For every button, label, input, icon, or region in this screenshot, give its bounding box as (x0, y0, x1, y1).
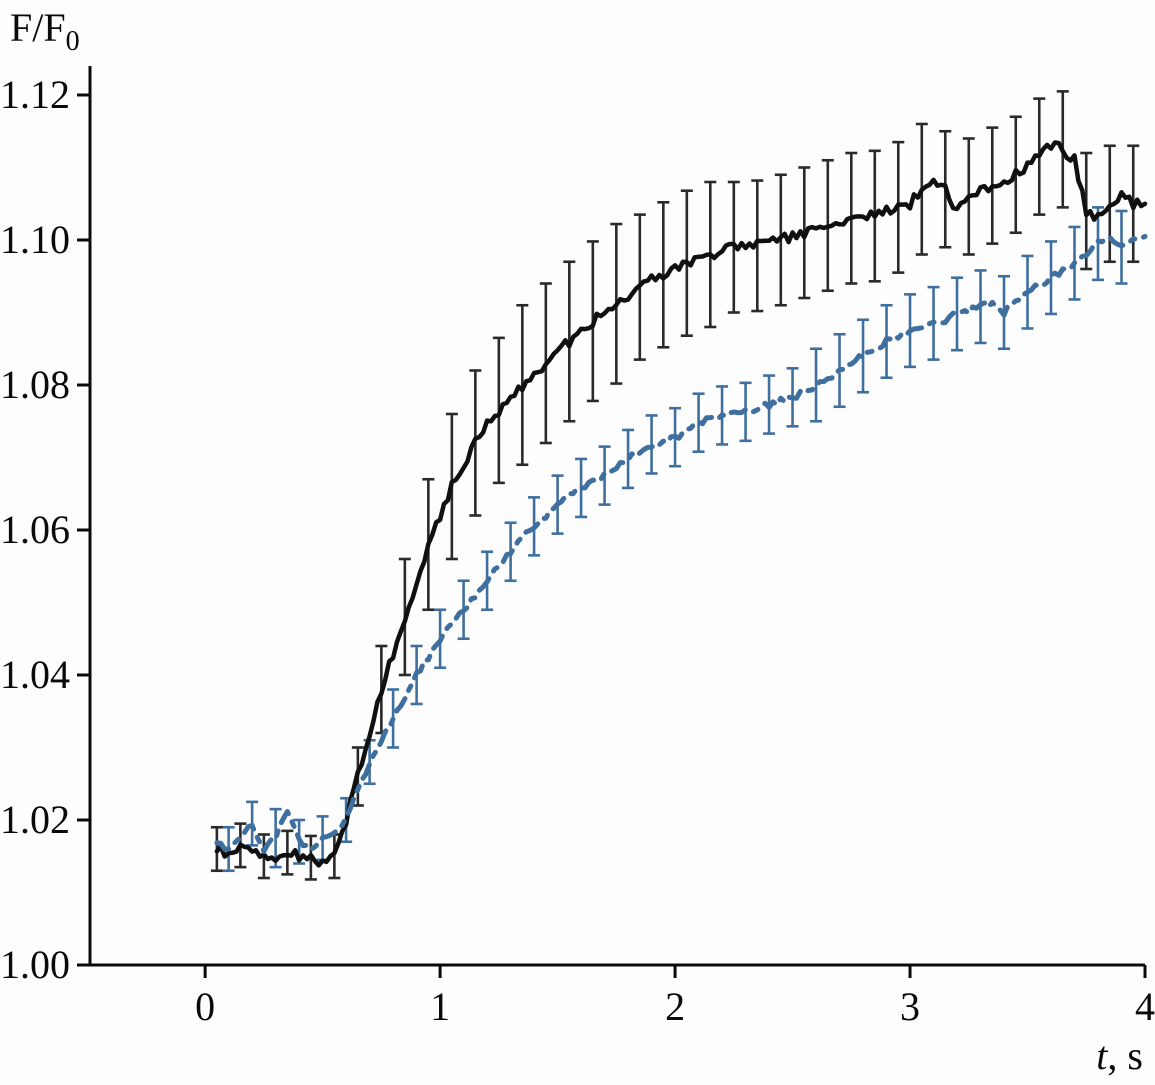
y-tick-label: 1.02 (0, 797, 70, 842)
y-tick-label: 1.06 (0, 507, 70, 552)
x-tick-label: 1 (430, 984, 450, 1029)
x-tick-label: 0 (195, 984, 215, 1029)
series-dashed-blue (214, 233, 1148, 854)
y-tick-label: 1.08 (0, 362, 70, 407)
x-tick-label: 4 (1135, 984, 1155, 1029)
y-axis-label: F/F0 (10, 8, 80, 56)
y-tick-label: 1.12 (0, 72, 70, 117)
y-axis-label-subscript: 0 (65, 26, 80, 57)
y-tick-label: 1.04 (0, 652, 70, 697)
x-axis-label: t, s (1096, 1036, 1143, 1076)
x-axis-label-variable: t (1096, 1033, 1108, 1078)
x-tick-label: 3 (900, 984, 920, 1029)
y-axis-label-text: F/F (10, 5, 66, 50)
x-axis-label-unit: , s (1107, 1033, 1143, 1078)
y-tick-label: 1.00 (0, 942, 70, 987)
y-tick-label: 1.10 (0, 217, 70, 262)
series-solid-black (214, 140, 1148, 868)
x-tick-label: 2 (665, 984, 685, 1029)
